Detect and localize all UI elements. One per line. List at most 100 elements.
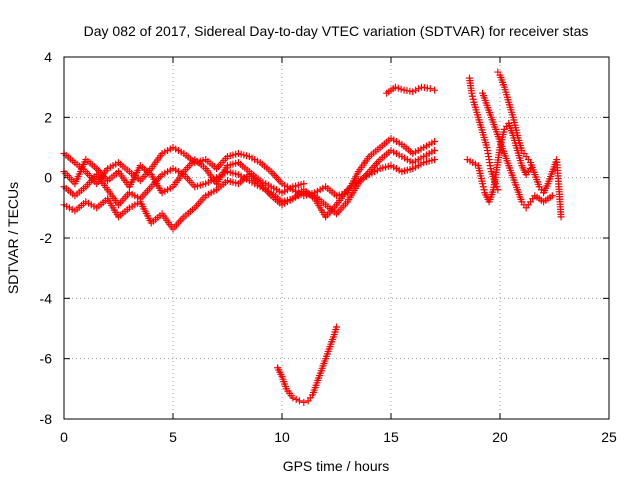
data-point-trail (161, 166, 174, 177)
data-point-trail (346, 178, 360, 192)
data-point-trail (226, 159, 240, 169)
data-point-trail (269, 170, 284, 186)
data-point-trail (161, 184, 174, 195)
data-point-trail (468, 92, 477, 103)
data-point-trail (259, 178, 272, 189)
series-track-j (463, 119, 535, 206)
data-point-trail (270, 184, 283, 195)
data-point-trail (324, 185, 338, 198)
data-point-trail (519, 164, 529, 176)
data-point-trail (258, 160, 273, 174)
data-point-trail (488, 116, 499, 131)
x-tick-label: 25 (601, 429, 617, 445)
data-point-trail (403, 87, 414, 95)
x-tick-label: 0 (60, 429, 68, 445)
data-point-trail (510, 176, 521, 191)
data-point (300, 180, 308, 188)
series-track-c (60, 156, 439, 233)
data-point-trail (302, 188, 317, 201)
data-point-trail (105, 197, 121, 219)
data-point-trail (73, 185, 88, 198)
data-point-trail (279, 375, 289, 390)
data-point (479, 180, 487, 188)
data-point-trail (471, 101, 481, 119)
y-tick-labels: -8 -6 -4 -2 0 2 4 (40, 49, 53, 427)
data-point-trail (193, 157, 208, 171)
data-point-trail (357, 172, 370, 183)
x-axis-label: GPS time / hours (283, 458, 390, 474)
data-point-trail (367, 158, 382, 174)
data-point-trail (514, 188, 525, 203)
data-point-trail (486, 188, 497, 203)
data-point-trail (484, 104, 494, 119)
data-point-trail (106, 169, 120, 183)
data-point-trail (72, 158, 89, 185)
data-point-trail (422, 139, 436, 150)
data-point-trail (514, 149, 525, 167)
data-point-trail (214, 155, 230, 171)
data-point-trail (85, 199, 98, 210)
data-point (289, 394, 297, 402)
data-point-trail (172, 145, 185, 156)
series-track-d (60, 156, 308, 197)
data-point-trail (171, 215, 186, 231)
data-point-trail (291, 188, 306, 201)
data-point-trail (545, 170, 555, 185)
data-point-trail (412, 85, 423, 94)
data-point (527, 165, 535, 173)
data-point (333, 323, 340, 331)
data-point (426, 85, 434, 93)
y-tick-label: 2 (44, 109, 52, 125)
data-point-trail (171, 170, 186, 189)
x-tick-labels: 0 5 10 15 20 25 (60, 429, 617, 445)
data-point-trail (117, 160, 131, 174)
data-point-trail (215, 178, 229, 192)
data-point-trail (506, 122, 516, 137)
data-point-trail (401, 154, 414, 165)
data-point-trail (281, 196, 294, 207)
series-track-f (383, 83, 439, 97)
y-axis-label: SDTVAR / TECUs (5, 182, 21, 294)
data-point (548, 192, 556, 200)
data-points (60, 68, 565, 406)
data-point-trail (505, 101, 516, 119)
data-point-trail (510, 116, 521, 137)
data-point (557, 213, 565, 221)
data-point (468, 89, 476, 97)
data-point-trail (482, 191, 492, 204)
data-point-trail (486, 159, 495, 173)
data-point-trail (401, 165, 414, 175)
data-point-trail (390, 136, 403, 147)
data-point-trail (555, 185, 565, 218)
data-point-trail (501, 86, 512, 104)
data-point-trail (62, 151, 77, 165)
data-point-trail (412, 145, 425, 156)
data-point-trail (95, 197, 109, 210)
data-point-trail (204, 175, 218, 186)
data-point-trail (318, 357, 329, 372)
data-point (295, 397, 303, 405)
data-point-trail (149, 152, 165, 170)
data-point-trail (172, 166, 185, 177)
data-point-trail (106, 160, 120, 171)
data-point-trail (248, 178, 261, 189)
data-point-trail (475, 164, 486, 185)
data-point-trail (322, 345, 333, 360)
data-point-trail (193, 194, 208, 210)
data-point-trail (313, 194, 327, 207)
data-point (431, 156, 439, 164)
data-point-trail (479, 183, 488, 194)
data-point-trail (214, 164, 230, 185)
data-point-trail (313, 184, 327, 195)
data-point-trail (117, 206, 131, 219)
data-point-trail (367, 145, 382, 159)
x-tick-label: 15 (383, 429, 399, 445)
series-track-i (479, 89, 556, 212)
data-point-trail (95, 167, 110, 183)
data-point-trail (258, 182, 273, 198)
data-point-trail (378, 136, 393, 150)
data-point (300, 398, 308, 406)
data-point-trail (394, 84, 405, 93)
data-point-trail (385, 85, 397, 96)
y-tick-label: 4 (44, 49, 52, 65)
